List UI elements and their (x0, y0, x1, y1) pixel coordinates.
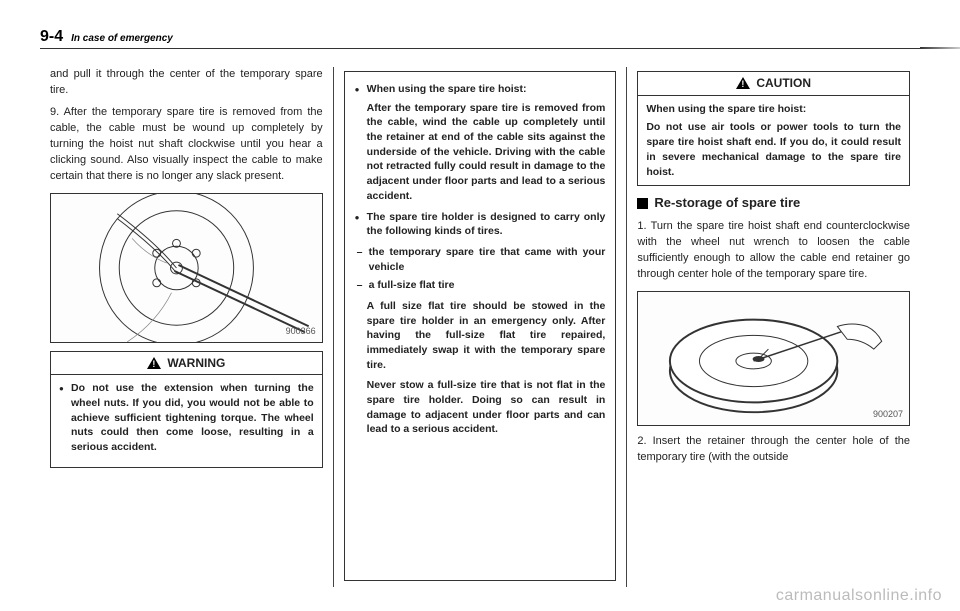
bullet-body: After the temporary spare tire is remove… (367, 101, 606, 204)
body-text: and pull it through the center of the te… (50, 67, 323, 99)
warning-icon (147, 357, 161, 369)
wheel-illustration (51, 194, 322, 342)
square-bullet-icon (637, 198, 648, 209)
body-text: 1. Turn the spare tire hoist shaft end c… (637, 219, 910, 283)
bullet-item: The spare tire holder is designed to car… (355, 210, 606, 239)
caution-text: Do not use air tools or power tools to t… (646, 120, 901, 179)
para: A full size flat tire should be stowed i… (355, 299, 606, 372)
figure-tire-restorage: 900207 (637, 291, 910, 426)
section-title: Re-storage of spare tire (654, 194, 800, 213)
bullet-title: When using the spare tire hoist: (367, 83, 527, 95)
column-1: and pull it through the center of the te… (40, 67, 333, 587)
content-columns: and pull it through the center of the te… (40, 67, 920, 587)
warning-item: Do not use the extension when turning th… (59, 381, 314, 454)
watermark: carmanualsonline.info (776, 587, 942, 605)
body-text: 9. After the temporary spare tire is rem… (50, 105, 323, 185)
column-2: When using the spare tire hoist: After t… (333, 67, 627, 587)
caution-box: CAUTION When using the spare tire hoist:… (637, 71, 910, 186)
body-text: 2. Insert the retainer through the cente… (637, 434, 910, 466)
caution-title: CAUTION (756, 75, 811, 92)
sub-item: the temporary spare tire that came with … (355, 245, 606, 274)
caution-lead: When using the spare tire hoist: (646, 102, 901, 117)
page-header: 9-4 In case of emergency (40, 28, 920, 49)
warning-title: WARNING (167, 355, 225, 372)
info-box: When using the spare tire hoist: After t… (344, 71, 617, 581)
manual-page: 9-4 In case of emergency and pull it thr… (0, 0, 960, 597)
figure-id: 900207 (873, 408, 903, 421)
warning-body: Do not use the extension when turning th… (51, 375, 322, 466)
caution-icon (736, 77, 750, 89)
para: Never stow a full-size tire that is not … (355, 378, 606, 437)
column-3: CAUTION When using the spare tire hoist:… (626, 67, 920, 587)
warning-header: WARNING (51, 352, 322, 376)
caution-header: CAUTION (638, 72, 909, 96)
figure-wheel-hoist: 900366 (50, 193, 323, 343)
caution-body: When using the spare tire hoist: Do not … (638, 96, 909, 185)
tire-illustration (638, 292, 909, 425)
figure-id: 900366 (286, 325, 316, 338)
sub-item: a full-size flat tire (355, 278, 606, 293)
info-body: When using the spare tire hoist: After t… (345, 72, 616, 447)
warning-box: WARNING Do not use the extension when tu… (50, 351, 323, 468)
bullet-item: When using the spare tire hoist: After t… (355, 82, 606, 204)
section-heading: Re-storage of spare tire (637, 194, 910, 213)
page-number: 9-4 (40, 28, 63, 46)
chapter-title: In case of emergency (71, 33, 173, 44)
